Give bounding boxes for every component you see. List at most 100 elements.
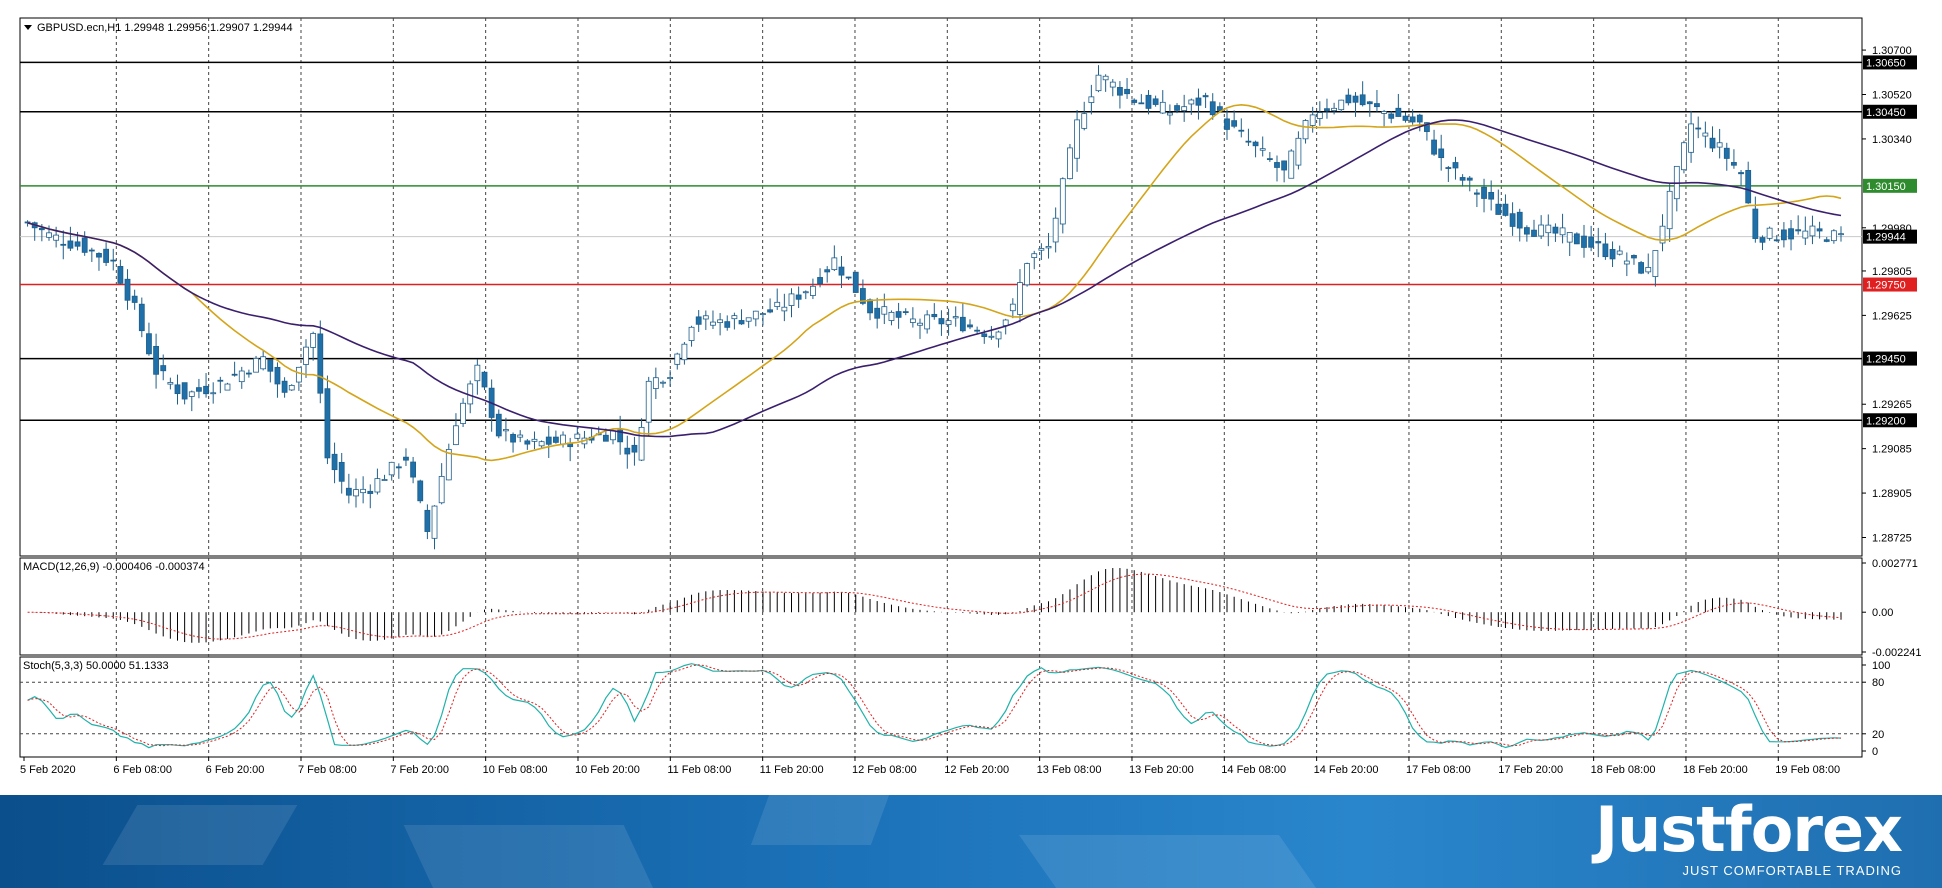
price-tick-label: 1.30340 — [1872, 134, 1912, 146]
candle-down — [1816, 228, 1823, 232]
candle-down — [1245, 140, 1252, 143]
candle-up — [1059, 178, 1066, 225]
candle-down — [1595, 241, 1602, 244]
candle-down — [1266, 158, 1273, 161]
trading-chart[interactable]: 1.307001.305201.303401.299801.298051.296… — [0, 0, 1942, 795]
candle-down — [1445, 167, 1452, 169]
candle-up — [388, 461, 395, 476]
candle-down — [495, 413, 502, 437]
candle-up — [1302, 120, 1309, 140]
candle-down — [1395, 107, 1402, 117]
candle-down — [1788, 228, 1794, 240]
candle-down — [1481, 186, 1487, 199]
candle-up — [952, 316, 959, 319]
candle-up — [1259, 148, 1266, 151]
candle-down — [1488, 191, 1495, 200]
candle-up — [1109, 81, 1116, 88]
candle-down — [602, 434, 609, 442]
stoch-tick-label: 0 — [1872, 746, 1878, 758]
candle-up — [1545, 224, 1552, 234]
candle-up — [167, 382, 174, 385]
candle-down — [838, 266, 845, 276]
candle-down — [331, 453, 338, 471]
candle-down — [1745, 169, 1752, 204]
candle-down — [1416, 114, 1423, 123]
candle-up — [1316, 112, 1323, 119]
stoch-panel-frame — [19, 656, 1863, 758]
candle-up — [1188, 99, 1195, 105]
candle-down — [1145, 94, 1152, 109]
level-label: 1.29200 — [1866, 415, 1906, 427]
candle-down — [795, 294, 802, 300]
candle-up — [752, 310, 759, 320]
candle-up — [1681, 142, 1687, 171]
candle-down — [345, 487, 352, 496]
candle-down — [1366, 101, 1373, 105]
macd-title: MACD(12,26,9) -0.000406 -0.000374 — [23, 561, 205, 573]
price-tick-label: 1.30700 — [1872, 45, 1912, 57]
candle-down — [217, 379, 224, 382]
price-tick-label: 1.28905 — [1872, 488, 1912, 500]
candle-up — [574, 433, 581, 439]
candle-up — [1538, 224, 1545, 237]
price-tick-label: 1.29085 — [1872, 444, 1912, 456]
candle-up — [774, 301, 781, 307]
candle-up — [474, 364, 481, 382]
candle-up — [1159, 101, 1166, 114]
candle-down — [367, 490, 374, 494]
time-label: 11 Feb 08:00 — [667, 764, 731, 776]
candle-up — [1166, 112, 1173, 116]
time-label: 17 Feb 08:00 — [1406, 764, 1471, 776]
candle-down — [1402, 115, 1409, 121]
candle-down — [60, 243, 67, 246]
level-label-box — [1863, 178, 1917, 193]
candle-down — [959, 316, 966, 332]
time-label: 18 Feb 08:00 — [1591, 764, 1656, 776]
candle-down — [974, 329, 981, 332]
stoch-main-line — [27, 663, 1842, 749]
candle-up — [1830, 230, 1837, 242]
candle-down — [103, 248, 110, 263]
stoch-tick-label: 20 — [1872, 729, 1884, 741]
candle-down — [324, 388, 331, 459]
candle-up — [717, 319, 724, 323]
level-label-box — [1863, 351, 1917, 366]
candle-up — [1716, 142, 1723, 148]
candle-down — [1780, 229, 1787, 241]
candle-down — [317, 333, 324, 394]
candle-down — [895, 311, 902, 318]
candle-down — [1131, 99, 1138, 103]
candle-up — [1381, 111, 1387, 114]
time-label: 13 Feb 20:00 — [1129, 764, 1194, 776]
candle-up — [1809, 225, 1816, 237]
candle-down — [110, 259, 117, 262]
candle-up — [1309, 114, 1316, 126]
candle-down — [481, 371, 488, 388]
time-label: 6 Feb 20:00 — [206, 764, 265, 776]
candle-up — [681, 343, 688, 361]
price-tick-label: 1.28725 — [1872, 532, 1912, 544]
candle-down — [552, 436, 559, 443]
time-label: 10 Feb 08:00 — [483, 764, 548, 776]
candle-down — [1638, 262, 1645, 274]
candle-up — [1095, 74, 1102, 92]
time-label: 14 Feb 08:00 — [1221, 764, 1286, 776]
candle-down — [81, 237, 88, 253]
candle-down — [1324, 108, 1330, 112]
macd-tick-label: 0.002771 — [1872, 558, 1918, 570]
candle-up — [810, 285, 816, 296]
macd-signal-line — [27, 573, 1842, 640]
candle-down — [1231, 120, 1238, 127]
candle-up — [374, 478, 381, 493]
main-chart-title: GBPUSD.ecn,H1 1.29948 1.29956 1.29907 1.… — [37, 22, 293, 34]
candle-down — [231, 373, 238, 376]
candle-up — [1009, 303, 1016, 312]
candle-up — [731, 315, 738, 320]
candle-up — [560, 434, 566, 445]
candle-down — [424, 509, 431, 532]
symbol-dropdown-icon[interactable] — [24, 25, 32, 30]
candle-down — [1723, 147, 1730, 159]
candle-down — [245, 372, 252, 375]
brand-logo: Justforex JUST COMFORTABLE TRADING — [1595, 795, 1903, 878]
candle-down — [160, 365, 167, 372]
